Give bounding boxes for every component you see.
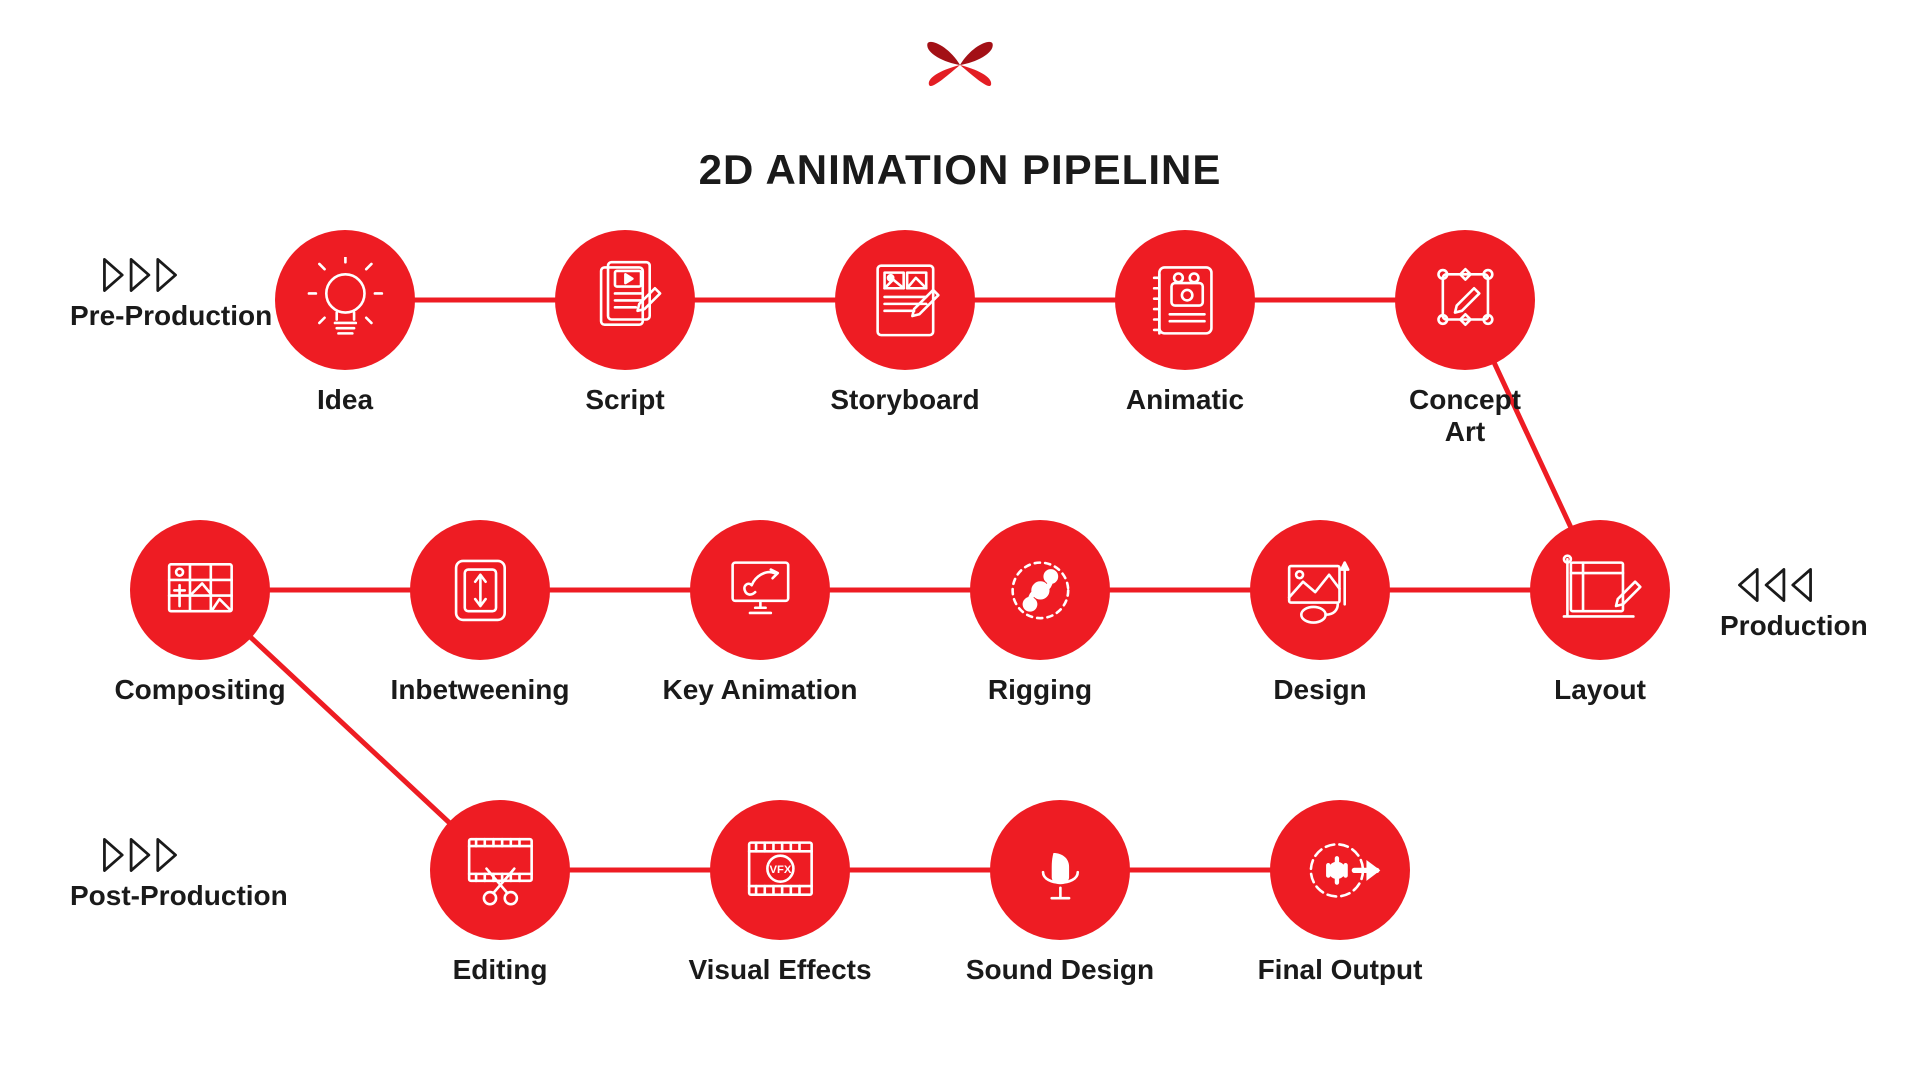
- node-label-editing: Editing: [390, 954, 610, 986]
- compositing-icon: [157, 547, 244, 634]
- phase-chevrons-pre: [95, 255, 185, 300]
- lightbulb-icon: [302, 257, 389, 344]
- node-rigging: [970, 520, 1110, 660]
- node-design: [1250, 520, 1390, 660]
- node-label-design: Design: [1210, 674, 1430, 706]
- node-label-script: Script: [515, 384, 735, 416]
- node-label-rigging: Rigging: [930, 674, 1150, 706]
- brand-logo: [920, 30, 1000, 105]
- node-editing: [430, 800, 570, 940]
- node-vfx: [710, 800, 850, 940]
- node-storyboard: [835, 230, 975, 370]
- node-keyanim: [690, 520, 830, 660]
- node-concept: [1395, 230, 1535, 370]
- page-title: 2D ANIMATION PIPELINE: [0, 146, 1920, 194]
- phase-chevrons-prod: [1730, 565, 1820, 610]
- node-label-concept: Concept Art: [1355, 384, 1575, 448]
- editing-icon: [457, 827, 544, 914]
- vfx-icon: [737, 827, 824, 914]
- phase-label-pre: Pre-Production: [70, 300, 272, 332]
- node-label-animatic: Animatic: [1075, 384, 1295, 416]
- node-label-compositing: Compositing: [90, 674, 310, 706]
- node-final: [1270, 800, 1410, 940]
- node-label-layout: Layout: [1490, 674, 1710, 706]
- diagram-stage: 2D ANIMATION PIPELINE Idea Script Storyboa…: [0, 0, 1920, 1080]
- node-label-vfx: Visual Effects: [670, 954, 890, 986]
- node-sound: [990, 800, 1130, 940]
- phase-chevrons-post: [95, 835, 185, 880]
- node-label-sound: Sound Design: [950, 954, 1170, 986]
- concept-icon: [1422, 257, 1509, 344]
- sound-icon: [1017, 827, 1104, 914]
- node-inbetween: [410, 520, 550, 660]
- node-layout: [1530, 520, 1670, 660]
- butterfly-icon: [920, 30, 1000, 100]
- rigging-icon: [997, 547, 1084, 634]
- phase-label-prod: Production: [1720, 610, 1868, 642]
- storyboard-icon: [862, 257, 949, 344]
- phase-label-post: Post-Production: [70, 880, 288, 912]
- node-label-final: Final Output: [1230, 954, 1450, 986]
- node-animatic: [1115, 230, 1255, 370]
- node-label-inbetween: Inbetweening: [370, 674, 590, 706]
- script-icon: [582, 257, 669, 344]
- node-idea: [275, 230, 415, 370]
- final-icon: [1297, 827, 1384, 914]
- keyanim-icon: [717, 547, 804, 634]
- node-compositing: [130, 520, 270, 660]
- node-label-keyanim: Key Animation: [650, 674, 870, 706]
- inbetween-icon: [437, 547, 524, 634]
- animatic-icon: [1142, 257, 1229, 344]
- node-script: [555, 230, 695, 370]
- node-label-idea: Idea: [235, 384, 455, 416]
- design-icon: [1277, 547, 1364, 634]
- layout-icon: [1557, 547, 1644, 634]
- node-label-storyboard: Storyboard: [795, 384, 1015, 416]
